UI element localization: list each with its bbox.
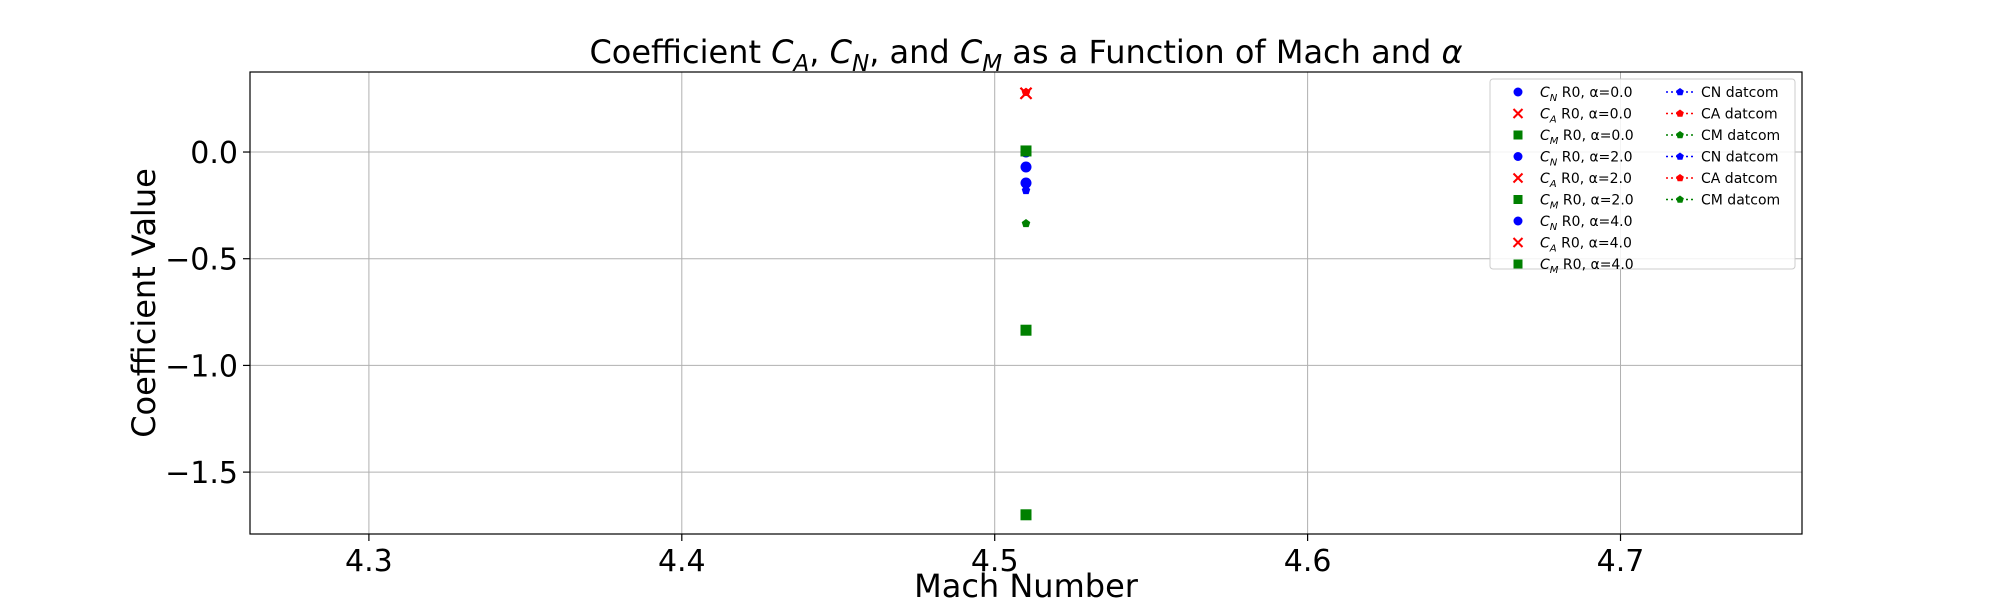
y-tick-label: −0.5	[165, 243, 238, 278]
axis-ticks: 4.3 4.4 4.5 4.6 4.7 0.0 −0.5 −1.0 −1.5	[165, 136, 1644, 579]
data-point	[1020, 324, 1032, 336]
legend-item: CA datcom	[1666, 171, 1778, 187]
legend-label: CM R0, α=2.0	[1540, 193, 1634, 212]
legend-label: CM datcom	[1701, 193, 1780, 209]
legend-item: CM R0, α=2.0	[1513, 193, 1634, 212]
legend-item: CA R0, α=4.0	[1512, 236, 1632, 255]
legend-marker	[1676, 152, 1684, 160]
data-point	[1021, 185, 1031, 195]
data-point	[1021, 180, 1031, 189]
legend-label: CA R0, α=4.0	[1540, 236, 1632, 255]
legend-label: CA datcom	[1701, 107, 1778, 123]
x-tick-label: 4.6	[1284, 544, 1332, 579]
legend-marker	[1513, 195, 1523, 204]
legend-item: CA datcom	[1666, 107, 1778, 123]
data-point	[1021, 219, 1031, 228]
legend-label: CM datcom	[1701, 128, 1780, 144]
y-tick-label: 0.0	[190, 136, 238, 171]
data-point	[1021, 87, 1031, 96]
legend-marker	[1513, 216, 1523, 226]
legend-label: CN datcom	[1701, 150, 1779, 166]
y-tick-label: −1.5	[165, 456, 238, 491]
legend-item: CA R0, α=2.0	[1512, 171, 1632, 190]
legend-marker	[1513, 259, 1523, 269]
y-tick-label: −1.0	[165, 349, 238, 384]
legend-label: CM R0, α=0.0	[1540, 128, 1634, 147]
legend-label: CA datcom	[1701, 171, 1778, 187]
legend-label: CA R0, α=0.0	[1540, 107, 1632, 126]
legend-item: CN R0, α=4.0	[1513, 214, 1633, 233]
legend-label: CA R0, α=2.0	[1540, 171, 1632, 190]
x-axis-label: Mach Number	[914, 567, 1139, 600]
data-points	[1019, 87, 1033, 521]
y-axis-label: Coefficient Value	[125, 168, 163, 438]
legend-label: CN R0, α=2.0	[1540, 150, 1633, 169]
legend-marker	[1512, 172, 1524, 184]
legend-marker	[1513, 87, 1523, 97]
legend-label: CN R0, α=0.0	[1540, 85, 1633, 104]
legend-marker	[1676, 130, 1684, 139]
plot-area-frame	[249, 71, 1803, 535]
legend-item: CN R0, α=0.0	[1513, 85, 1633, 104]
legend-marker	[1676, 173, 1684, 182]
x-tick-label: 4.4	[658, 544, 706, 579]
legend-box	[1489, 78, 1796, 270]
legend-marker	[1676, 195, 1684, 203]
x-tick-label: 4.3	[345, 544, 393, 579]
x-tick-label: 4.7	[1597, 544, 1645, 579]
legend-item: CN datcom	[1666, 85, 1779, 101]
legend-item: CN R0, α=2.0	[1513, 150, 1633, 169]
legend-label: CN datcom	[1701, 85, 1779, 101]
legend-item: CM datcom	[1666, 193, 1780, 209]
legend: CN R0, α=0.0 CA R0, α=0.0 CM R0, α=0.0 CN R…	[1489, 78, 1796, 276]
legend-marker	[1512, 108, 1524, 119]
data-point	[1021, 147, 1031, 156]
data-point	[1020, 509, 1032, 521]
legend-item: CM R0, α=4.0	[1513, 257, 1634, 276]
legend-item: CN datcom	[1666, 150, 1779, 166]
legend-item: CM datcom	[1666, 128, 1780, 144]
legend-label: CM R0, α=4.0	[1540, 257, 1634, 276]
data-point	[1020, 161, 1032, 173]
legend-item: CM R0, α=0.0	[1513, 128, 1634, 147]
chart-title: Coefficient CA, CN, and CM as a Function…	[589, 33, 1462, 77]
legend-marker	[1676, 87, 1684, 96]
legend-marker	[1676, 109, 1684, 117]
legend-label: CN R0, α=4.0	[1540, 214, 1633, 233]
legend-marker	[1512, 237, 1524, 248]
legend-item: CA R0, α=0.0	[1512, 107, 1632, 126]
legend-marker	[1513, 130, 1523, 140]
legend-marker	[1513, 152, 1523, 161]
x-tick-label: 4.5	[971, 544, 1019, 579]
